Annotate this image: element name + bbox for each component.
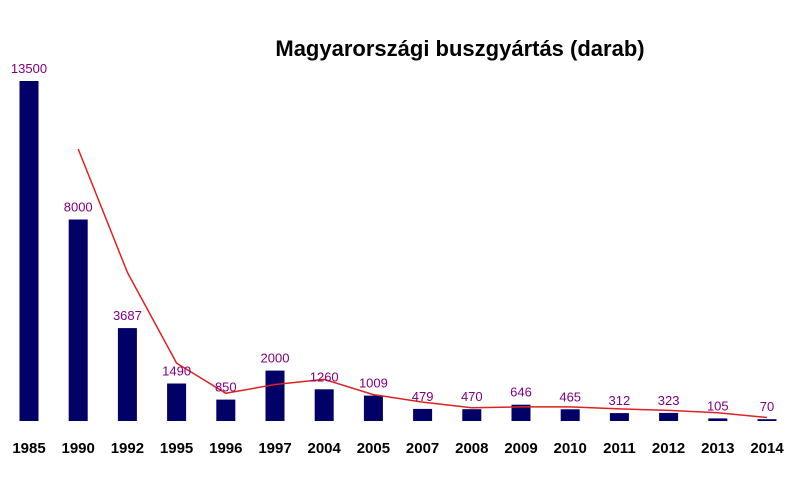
chart-title: Magyarországi buszgyártás (darab) bbox=[275, 36, 644, 61]
x-tick-label-1996: 1996 bbox=[209, 440, 242, 457]
data-label-2007: 479 bbox=[412, 389, 434, 404]
data-label-2011: 312 bbox=[609, 393, 631, 408]
bar-1990 bbox=[68, 219, 88, 421]
trendline bbox=[77, 148, 768, 419]
bar-2010 bbox=[560, 409, 580, 421]
data-label-1985: 13500 bbox=[11, 61, 47, 76]
x-tick-label-2013: 2013 bbox=[701, 440, 734, 457]
x-tick-label-2010: 2010 bbox=[554, 440, 587, 457]
bar-2011 bbox=[609, 413, 629, 421]
bar-2012 bbox=[659, 412, 679, 421]
x-tick-label-2008: 2008 bbox=[455, 440, 488, 457]
bars bbox=[19, 81, 777, 421]
bar-2013 bbox=[708, 418, 728, 421]
x-tick-label-1995: 1995 bbox=[160, 440, 193, 457]
data-label-2005: 1009 bbox=[359, 376, 388, 391]
x-tick-label-2011: 2011 bbox=[603, 440, 636, 457]
data-label-1995: 1490 bbox=[162, 364, 191, 379]
x-tick-label-1997: 1997 bbox=[258, 440, 291, 457]
data-label-2014: 70 bbox=[760, 399, 774, 414]
x-tick-label-2009: 2009 bbox=[504, 440, 537, 457]
x-tick-label-2004: 2004 bbox=[308, 440, 342, 457]
data-label-2012: 323 bbox=[658, 393, 680, 408]
data-labels: 13500 8000 3687 1490 850 2000 1260 1009 479 470 64… bbox=[11, 61, 774, 414]
x-tick-label-2014: 2014 bbox=[750, 440, 784, 457]
data-label-2004: 1260 bbox=[310, 369, 339, 384]
x-tick-label-2007: 2007 bbox=[406, 440, 439, 457]
bar-1995 bbox=[167, 383, 187, 421]
data-label-2008: 470 bbox=[461, 389, 483, 404]
x-tick-label-1992: 1992 bbox=[111, 440, 144, 457]
data-label-1992: 3687 bbox=[113, 308, 142, 323]
trendline-group bbox=[77, 148, 768, 419]
bar-1997 bbox=[265, 370, 285, 421]
bar-2008 bbox=[462, 409, 482, 421]
bar-2009 bbox=[511, 404, 531, 421]
bar-2014 bbox=[757, 419, 777, 421]
bar-1996 bbox=[216, 399, 236, 421]
data-label-1996: 850 bbox=[215, 380, 237, 395]
bar-2007 bbox=[413, 408, 433, 421]
x-axis-tick-labels: 1985 1990 1992 1995 1996 1997 2004 2005 2007 2008… bbox=[12, 440, 784, 457]
x-tick-label-2005: 2005 bbox=[357, 440, 390, 457]
data-label-1997: 2000 bbox=[261, 351, 290, 366]
bar-2005 bbox=[363, 395, 383, 421]
x-tick-label-1985: 1985 bbox=[12, 440, 45, 457]
data-label-1990: 8000 bbox=[64, 200, 93, 215]
data-label-2009: 646 bbox=[510, 385, 532, 400]
x-tick-label-2012: 2012 bbox=[652, 440, 685, 457]
bar-2004 bbox=[314, 389, 334, 421]
data-label-2013: 105 bbox=[707, 398, 729, 413]
x-tick-label-1990: 1990 bbox=[62, 440, 95, 457]
data-label-2010: 465 bbox=[559, 389, 581, 404]
bar-1992 bbox=[117, 328, 137, 421]
bar-1985 bbox=[19, 81, 39, 421]
